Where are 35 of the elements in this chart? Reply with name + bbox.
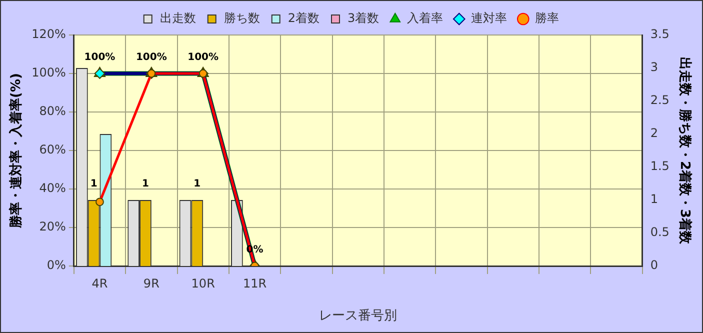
- y-tick-label: 40%: [39, 181, 66, 196]
- x-axis-title: レース番号別: [319, 308, 398, 324]
- x-tick-label: 10R: [191, 276, 215, 290]
- x-tick-label: 9R: [143, 276, 160, 290]
- y2-tick-label: 1: [650, 192, 658, 206]
- legend-label: 勝率: [535, 11, 560, 26]
- y2-axis-title: 出走数・勝ち数・2着数・3着数: [676, 56, 693, 246]
- legend-label: 3着数: [348, 11, 380, 26]
- y-tick-label: 80%: [39, 104, 66, 118]
- y2-tick-label: 2: [650, 126, 658, 140]
- data-label: 100%: [84, 52, 116, 64]
- legend-label: 2着数: [288, 11, 320, 26]
- data-label: 100%: [136, 52, 167, 64]
- x-tick-label: 4R: [92, 276, 108, 290]
- y-tick-label: 0%: [46, 258, 66, 272]
- y-axis-title: 勝率・連対率・入着率(%): [8, 73, 24, 229]
- y-tick-label: 60%: [39, 142, 66, 157]
- legend-label: 勝ち数: [224, 11, 260, 26]
- y2-tick-label: 3: [650, 60, 658, 74]
- legend-label: 出走数: [160, 11, 196, 26]
- legend-label: 連対率: [471, 11, 508, 26]
- y2-tick-label: 0.5: [650, 225, 670, 240]
- data-label: 1: [142, 178, 149, 190]
- data-label: 1: [194, 178, 201, 190]
- y2-tick-label: 1.5: [650, 159, 670, 174]
- y-tick-label: 20%: [39, 220, 66, 234]
- y-tick-label: 120%: [32, 27, 66, 42]
- y2-tick-label: 0: [650, 258, 658, 272]
- legend-label: 入着率: [407, 11, 444, 26]
- data-label: 100%: [188, 52, 219, 64]
- y2-tick-label: 3.5: [650, 27, 670, 42]
- y2-tick-label: 2.5: [650, 93, 670, 108]
- x-tick-label: 11R: [242, 276, 267, 290]
- data-label: 1: [90, 178, 98, 190]
- y-tick-label: 100%: [32, 66, 66, 80]
